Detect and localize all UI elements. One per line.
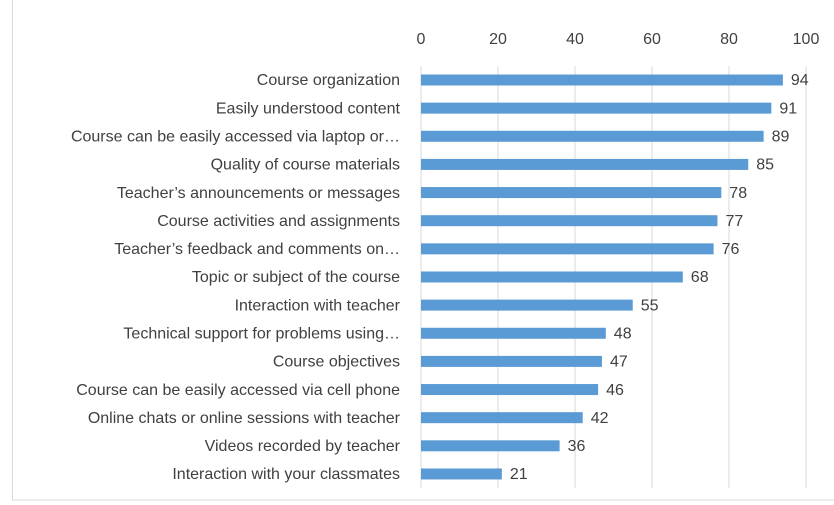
bar [421,440,560,452]
bar [421,384,599,396]
y-tick-label: Interaction with your classmates [172,466,400,483]
data-label: 77 [725,213,743,230]
x-tick-label: 100 [793,31,820,48]
y-tick-label: Course activities and assignments [157,213,400,230]
data-label: 89 [772,128,790,145]
x-tick-label: 80 [720,31,738,48]
y-tick-label: Course can be easily accessed via cell p… [76,382,400,399]
y-tick-label: Quality of course materials [211,157,400,174]
y-tick-label: Easily understood content [216,100,401,117]
data-label: 76 [722,241,740,258]
y-tick-label: Course objectives [273,354,400,371]
bar [421,74,783,86]
data-label: 46 [606,382,624,399]
y-tick-label: Course can be easily accessed via laptop… [71,128,400,145]
data-label: 91 [779,100,797,117]
data-label: 55 [641,297,659,314]
x-tick-label: 60 [643,31,661,48]
y-tick-label: Videos recorded by teacher [205,438,401,455]
y-tick-label: Topic or subject of the course [192,269,400,286]
chart-border [12,0,834,501]
bar [421,299,633,311]
data-label: 48 [614,325,632,342]
data-label: 94 [791,72,809,89]
y-tick-label: Online chats or online sessions with tea… [88,410,401,427]
data-label: 42 [591,410,609,427]
bar [421,412,583,424]
data-label: 21 [510,466,528,483]
x-tick-label: 40 [566,31,584,48]
bar [421,355,602,367]
bar [421,327,606,339]
y-tick-label: Technical support for problems using… [123,325,400,342]
x-tick-label: 0 [417,31,426,48]
bar [421,158,749,170]
data-label: 78 [729,185,747,202]
data-label: 47 [610,354,628,371]
bar [421,215,718,227]
bar [421,271,683,283]
bar [421,468,502,480]
data-label: 85 [756,157,774,174]
data-label: 36 [568,438,586,455]
x-tick-label: 20 [489,31,507,48]
bar [421,187,722,199]
y-tick-label: Course organization [257,72,400,89]
y-tick-label: Teacher’s announcements or messages [117,185,400,202]
data-label: 68 [691,269,709,286]
bar [421,102,772,114]
bar [421,243,714,255]
bar [421,130,764,142]
y-tick-label: Interaction with teacher [235,297,401,314]
y-tick-label: Teacher’s feedback and comments on… [114,241,400,258]
